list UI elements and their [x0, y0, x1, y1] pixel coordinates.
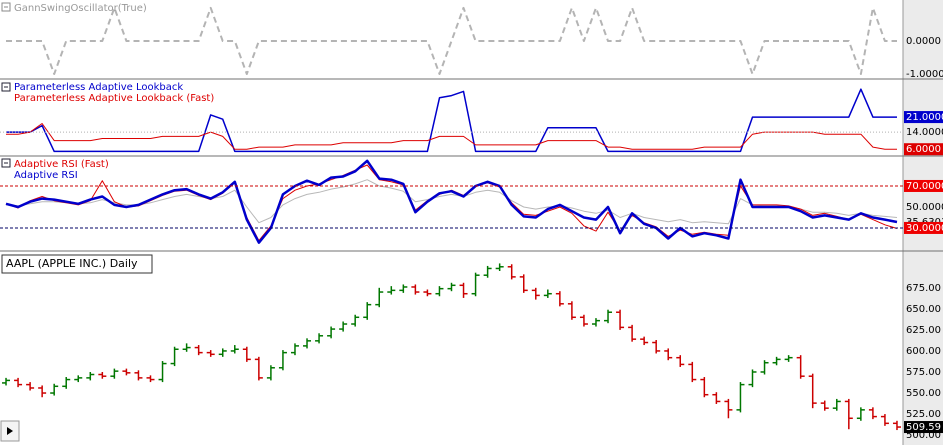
y-tick-label: 0.0000 — [906, 36, 941, 47]
series-line — [5, 179, 898, 225]
collapse-icon[interactable] — [1, 2, 11, 12]
y-tick-label: 14.0000 — [906, 127, 943, 138]
y-tick-label: 625.00 — [906, 325, 941, 336]
collapse-icon[interactable] — [1, 158, 11, 168]
level-label-box — [904, 221, 943, 234]
legend-entry: Adaptive RSI (Fast) — [14, 159, 109, 170]
y-tick-label: 70.0000 — [906, 181, 943, 192]
series-line — [5, 159, 898, 244]
legend-entry: Parameterless Adaptive Lookback (Fast) — [14, 93, 214, 104]
last-price-label-box — [904, 421, 943, 434]
y-tick-label: 50.0000 — [906, 202, 943, 213]
y-tick-label: 30.0000 — [906, 223, 943, 234]
panel-title: GannSwingOscillator(True) — [14, 3, 147, 14]
last-value-label: 6.0000 — [906, 144, 941, 155]
y-tick-label: 525.00 — [906, 409, 941, 420]
y-tick-label: 600.00 — [906, 346, 941, 357]
panel-title: AAPL (APPLE INC.) Daily — [6, 257, 138, 270]
last-value-label: 21.0000 — [906, 112, 943, 123]
y-tick-label: -1.0000 — [906, 69, 943, 80]
y-tick-label: 575.00 — [906, 367, 941, 378]
legend-entry: Adaptive RSI — [14, 170, 78, 181]
legend-entry: Parameterless Adaptive Lookback — [14, 82, 183, 93]
y-tick-label: 550.00 — [906, 388, 941, 399]
series-line — [6, 88, 897, 153]
play-button[interactable] — [0, 420, 20, 442]
series-line — [6, 6, 897, 75]
level-label-box — [904, 179, 943, 192]
y-tick-label: 500.00 — [906, 430, 941, 441]
y-tick-label: 650.00 — [906, 304, 941, 315]
last-price-label: 509.59 — [906, 422, 941, 433]
last-value-label-box — [904, 111, 943, 124]
last-value-label-box — [904, 143, 943, 156]
series-line — [6, 123, 897, 150]
panel-title-box — [1, 254, 153, 274]
collapse-icon[interactable] — [1, 82, 11, 92]
y-tick-label: 675.00 — [906, 283, 941, 294]
